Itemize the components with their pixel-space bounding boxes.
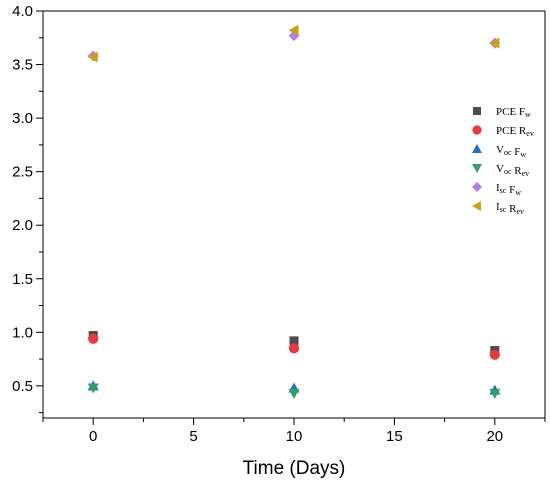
data-point bbox=[288, 388, 300, 399]
x-tick-label: 5 bbox=[189, 428, 197, 445]
x-tick-label: 10 bbox=[286, 428, 303, 445]
data-point bbox=[489, 37, 500, 49]
legend-marker bbox=[472, 164, 482, 173]
plot-frame bbox=[42, 10, 546, 419]
legend-marker bbox=[472, 201, 481, 211]
legend-label: Isc Rev bbox=[496, 201, 524, 216]
legend-marker bbox=[472, 125, 482, 135]
legend: PCE Fw PCE Rev Voc Fw Voc Rev Isc Fw Isc Rev bbox=[472, 106, 534, 216]
y-tick-label: 3.0 bbox=[12, 110, 33, 127]
legend-label: Voc Fw bbox=[496, 144, 526, 159]
data-point bbox=[87, 383, 99, 394]
y-tick-label: 0.5 bbox=[12, 378, 33, 395]
legend-label: PCE Fw bbox=[496, 106, 531, 119]
data-point bbox=[489, 349, 500, 360]
x-axis-title: Time (Days) bbox=[243, 458, 346, 479]
legend-marker bbox=[472, 144, 482, 153]
y-tick-label: 1.0 bbox=[12, 324, 33, 341]
axis-ticks: 0 5 10 15 20 0.5 1.0 1.5 2.0 2.5 3.0 3.5 4.0 bbox=[12, 3, 546, 445]
y-tick-label: 2.5 bbox=[12, 164, 33, 181]
data-markers bbox=[87, 24, 501, 399]
data-point bbox=[88, 333, 99, 344]
y-tick-label: 1.5 bbox=[12, 271, 33, 288]
data-point bbox=[87, 51, 98, 63]
x-tick-label: 20 bbox=[486, 428, 503, 445]
legend-label: Voc Rev bbox=[496, 163, 529, 178]
data-point bbox=[489, 388, 501, 399]
data-point bbox=[288, 30, 300, 42]
x-tick-label: 0 bbox=[89, 428, 97, 445]
legend-label: Isc Fw bbox=[496, 182, 521, 197]
data-point bbox=[288, 24, 299, 36]
data-point bbox=[288, 343, 300, 354]
data-point bbox=[289, 336, 299, 346]
legend-label: PCE Rev bbox=[496, 125, 534, 138]
y-tick-label: 2.0 bbox=[12, 217, 33, 234]
legend-marker bbox=[472, 182, 482, 192]
y-tick-label: 3.5 bbox=[12, 57, 33, 74]
legend-marker bbox=[473, 107, 481, 115]
x-tick-label: 15 bbox=[386, 428, 403, 445]
y-tick-label: 4.0 bbox=[12, 3, 33, 20]
